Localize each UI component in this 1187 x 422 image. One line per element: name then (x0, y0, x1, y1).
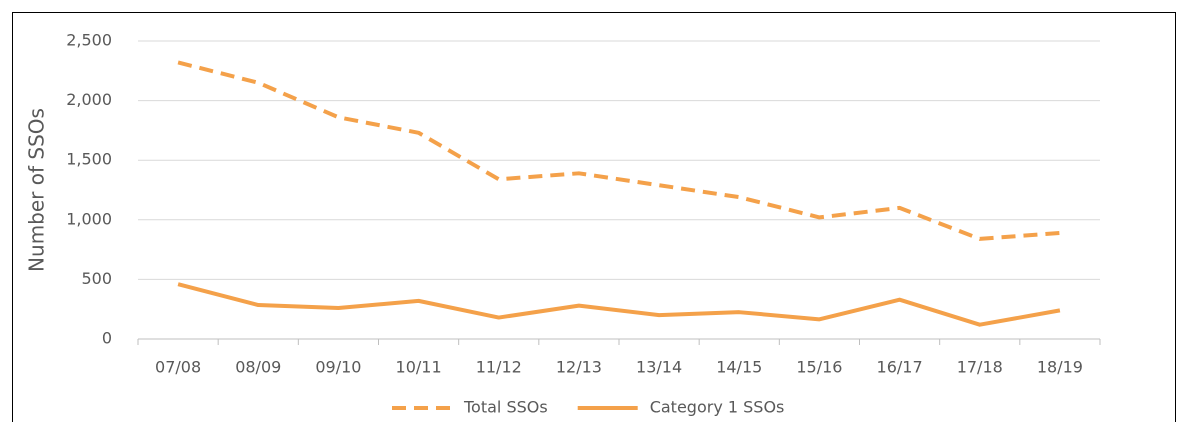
x-tick-label: 16/17 (877, 358, 923, 377)
chart-frame (12, 12, 1176, 422)
x-tick-label: 11/12 (476, 358, 522, 377)
y-axis-label: Number of SSOs (25, 108, 49, 272)
x-tick-label: 15/16 (796, 358, 842, 377)
y-tick-label: 500 (81, 269, 112, 288)
y-tick-label: 2,500 (66, 31, 112, 50)
x-tick-label: 10/11 (396, 358, 442, 377)
x-tick-label: 18/19 (1037, 358, 1083, 377)
y-tick-label: 1,000 (66, 209, 112, 228)
x-tick-label: 12/13 (556, 358, 602, 377)
x-tick-label: 09/10 (315, 358, 361, 377)
x-tick-label: 07/08 (155, 358, 201, 377)
legend-label: Category 1 SSOs (650, 398, 785, 417)
x-tick-label: 14/15 (716, 358, 762, 377)
y-tick-label: 1,500 (66, 150, 112, 169)
y-tick-label: 2,000 (66, 90, 112, 109)
x-tick-label: 08/09 (235, 358, 281, 377)
x-tick-label: 13/14 (636, 358, 682, 377)
legend-label: Total SSOs (463, 398, 548, 417)
x-tick-label: 17/18 (957, 358, 1003, 377)
line-series (177, 282, 1061, 327)
line-series (177, 60, 1061, 241)
y-tick-label: 0 (102, 329, 112, 348)
